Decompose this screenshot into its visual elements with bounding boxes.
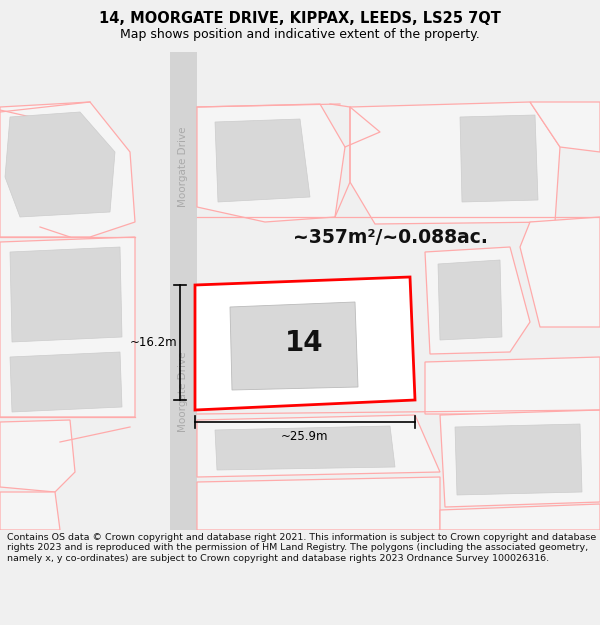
Polygon shape (460, 115, 538, 202)
Polygon shape (440, 410, 600, 507)
Polygon shape (350, 102, 560, 224)
Text: Map shows position and indicative extent of the property.: Map shows position and indicative extent… (120, 28, 480, 41)
Polygon shape (425, 357, 600, 434)
Polygon shape (455, 424, 582, 495)
Polygon shape (215, 119, 310, 202)
Polygon shape (520, 217, 600, 327)
Text: Moorgate Drive: Moorgate Drive (179, 127, 188, 208)
Text: 14, MOORGATE DRIVE, KIPPAX, LEEDS, LS25 7QT: 14, MOORGATE DRIVE, KIPPAX, LEEDS, LS25 … (99, 11, 501, 26)
Polygon shape (0, 420, 75, 492)
Polygon shape (425, 247, 530, 354)
Polygon shape (0, 102, 135, 237)
Polygon shape (0, 237, 135, 417)
Polygon shape (440, 504, 600, 530)
Polygon shape (197, 104, 345, 222)
Polygon shape (215, 426, 395, 470)
Polygon shape (530, 102, 600, 152)
Polygon shape (230, 302, 358, 390)
Text: ~357m²/~0.088ac.: ~357m²/~0.088ac. (293, 228, 487, 246)
Text: Contains OS data © Crown copyright and database right 2021. This information is : Contains OS data © Crown copyright and d… (7, 533, 596, 562)
Polygon shape (10, 247, 122, 342)
Bar (170, 52, 197, 530)
Polygon shape (10, 352, 122, 412)
Polygon shape (197, 415, 440, 477)
Text: Moorgate Drive: Moorgate Drive (179, 352, 188, 432)
Text: 14: 14 (284, 329, 323, 357)
Text: ~16.2m: ~16.2m (130, 336, 177, 349)
Polygon shape (195, 277, 415, 410)
Polygon shape (0, 492, 60, 530)
Text: ~25.9m: ~25.9m (281, 430, 329, 443)
Polygon shape (5, 112, 115, 217)
Polygon shape (197, 477, 440, 530)
Polygon shape (438, 260, 502, 340)
